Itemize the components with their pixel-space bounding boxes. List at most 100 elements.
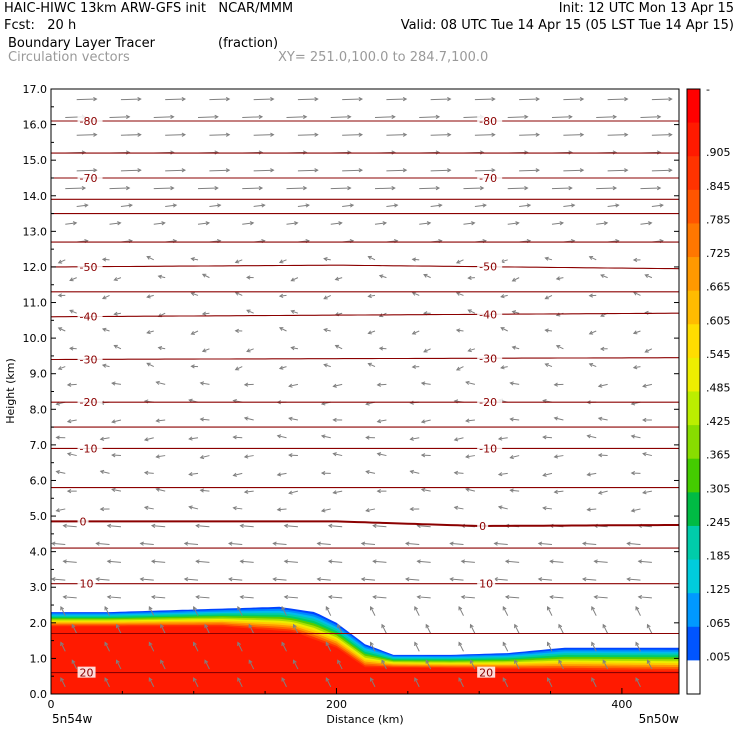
isotherm-label: 0 [479, 520, 486, 533]
vector-arrow [291, 277, 299, 282]
vector-arrowhead [104, 605, 109, 611]
x-tick-label: 200 [326, 698, 347, 711]
isotherm--40 [51, 312, 679, 318]
vector-arrowhead [511, 277, 517, 282]
vector-arrowhead [435, 185, 441, 191]
vector-arrow [377, 383, 387, 386]
vector-arrow [543, 472, 553, 477]
vector-arrow [474, 204, 486, 207]
vector-arrowhead [160, 623, 164, 629]
vector-arrowhead [542, 506, 547, 511]
vector-arrowhead [624, 132, 629, 137]
vector-arrowhead [570, 203, 576, 208]
vector-arrowhead [113, 311, 118, 316]
vector-arrow [538, 542, 553, 546]
vector-arrow [140, 578, 154, 581]
field-name: Boundary Layer Tracer [8, 36, 155, 51]
vector-arrowhead [391, 185, 396, 191]
vector-arrow [642, 383, 652, 387]
vector-arrowhead [447, 168, 452, 173]
vector-arrow [551, 187, 572, 190]
vector-arrowhead [249, 221, 255, 226]
vector-arrowhead [66, 452, 72, 457]
vector-arrow [587, 472, 597, 476]
field-units: (fraction) [218, 36, 279, 51]
vector-arrowhead [270, 132, 275, 137]
vector-arrowhead [414, 677, 418, 682]
vector-arrow [140, 542, 154, 546]
vector-arrow [148, 606, 155, 616]
vector-arrow [458, 642, 464, 652]
vector-arrowhead [239, 523, 244, 528]
vector-arrow [165, 169, 185, 172]
vector-arrowhead [514, 623, 518, 629]
vector-arrowhead [332, 383, 337, 388]
vector-arrowhead [626, 577, 631, 582]
vector-arrowhead [593, 594, 598, 600]
vector-arrowhead [402, 132, 408, 137]
vector-arrow [640, 116, 661, 118]
vector-arrowhead [288, 490, 293, 495]
vector-arrowhead [104, 677, 109, 682]
vector-arrow [148, 642, 155, 652]
vector-arrowhead [367, 293, 372, 299]
colorbar-swatch [687, 626, 700, 661]
vector-arrow [642, 490, 652, 494]
vector-arrowhead [228, 577, 233, 582]
isotherm-label-bg [77, 666, 96, 678]
vector-arrow [144, 437, 154, 441]
isotherm--50 [51, 264, 679, 270]
vector-arrowhead [199, 417, 205, 422]
vector-arrow [463, 187, 484, 190]
vector-arrow [554, 455, 564, 458]
colorbar-label: .845 [706, 180, 731, 193]
y-tick-label: 10.0 [23, 332, 48, 345]
vector-arrowhead [420, 453, 426, 458]
vector-arrowhead [320, 471, 326, 476]
vector-arrowhead [559, 221, 565, 226]
vector-arrow [582, 578, 597, 581]
vector-arrow [52, 542, 66, 546]
vector-arrow [65, 222, 77, 225]
vector-arrowhead [246, 275, 251, 280]
vector-arrowhead [323, 295, 328, 300]
vector-arrowhead [438, 203, 443, 208]
vector-arrowhead [155, 380, 160, 385]
vector-arrow [60, 606, 66, 616]
vector-arrowhead [467, 275, 472, 280]
vector-arrowhead [201, 311, 207, 316]
vector-arrow [151, 560, 166, 563]
isotherm-label-bg [477, 115, 503, 127]
isotherm-label: -80 [479, 115, 497, 128]
y-tick-label: 0.0 [30, 688, 48, 701]
vector-arrow [640, 187, 661, 190]
vector-arrow [209, 98, 230, 101]
vector-arrow [458, 677, 464, 688]
vector-arrowhead [372, 559, 377, 564]
vector-arrow [596, 116, 617, 118]
vector-arrowhead [172, 203, 178, 208]
vector-arrow [631, 508, 641, 512]
vector-arrowhead [588, 255, 594, 260]
vector-arrowhead [258, 114, 264, 120]
vector-arrowhead [372, 523, 377, 528]
plot-frame [50, 88, 680, 695]
vector-arrowhead [51, 541, 56, 546]
vector-arrow [235, 366, 243, 371]
isotherm-label-bg [477, 577, 496, 589]
vector-arrow [147, 294, 154, 298]
vector-arrow [563, 169, 584, 172]
colorbar-swatch [687, 324, 700, 359]
vector-arrowhead [237, 641, 242, 647]
vector-arrowhead [602, 659, 607, 664]
vector-arrow [324, 329, 331, 332]
vector-arrow [361, 542, 376, 546]
vector-arrow [627, 542, 641, 546]
vector-arrowhead [347, 185, 352, 191]
vector-arrow [233, 507, 243, 510]
vector-arrowhead [62, 559, 67, 564]
vector-arrow [545, 257, 553, 261]
vector-arrowhead [139, 577, 144, 582]
vector-arrowhead [60, 605, 65, 611]
